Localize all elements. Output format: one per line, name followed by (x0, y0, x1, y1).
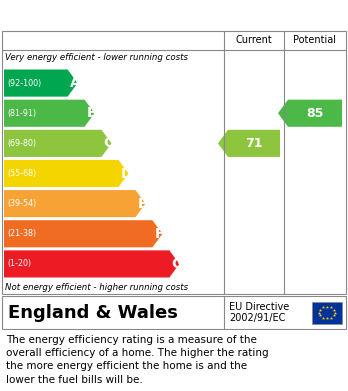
Text: The energy efficiency rating is a measure of the
overall efficiency of a home. T: The energy efficiency rating is a measur… (6, 335, 269, 385)
Text: Very energy efficient - lower running costs: Very energy efficient - lower running co… (5, 54, 188, 63)
Polygon shape (4, 70, 78, 97)
Text: 85: 85 (306, 107, 324, 120)
Polygon shape (4, 160, 128, 187)
Polygon shape (4, 190, 145, 217)
Text: F: F (155, 227, 164, 241)
Text: B: B (87, 106, 97, 120)
Text: (55-68): (55-68) (7, 169, 36, 178)
Polygon shape (4, 130, 111, 157)
Polygon shape (218, 130, 280, 157)
Text: Not energy efficient - higher running costs: Not energy efficient - higher running co… (5, 283, 188, 292)
Text: (21-38): (21-38) (7, 229, 36, 238)
Text: EU Directive
2002/91/EC: EU Directive 2002/91/EC (229, 302, 289, 323)
Text: C: C (103, 136, 114, 151)
Text: Energy Efficiency Rating: Energy Efficiency Rating (8, 6, 237, 24)
Polygon shape (4, 250, 179, 278)
Text: (92-100): (92-100) (7, 79, 41, 88)
Text: E: E (137, 197, 147, 211)
Text: G: G (171, 257, 183, 271)
Text: Current: Current (236, 35, 272, 45)
Text: (1-20): (1-20) (7, 260, 31, 269)
Text: D: D (120, 167, 132, 181)
Polygon shape (278, 100, 342, 127)
Bar (312, 301, 342, 323)
Text: 71: 71 (245, 137, 263, 150)
Text: A: A (70, 76, 80, 90)
Text: Potential: Potential (293, 35, 337, 45)
Polygon shape (4, 220, 163, 248)
Text: England & Wales: England & Wales (8, 303, 178, 321)
Text: (81-91): (81-91) (7, 109, 36, 118)
Polygon shape (4, 100, 95, 127)
Text: (69-80): (69-80) (7, 139, 36, 148)
Text: (39-54): (39-54) (7, 199, 36, 208)
